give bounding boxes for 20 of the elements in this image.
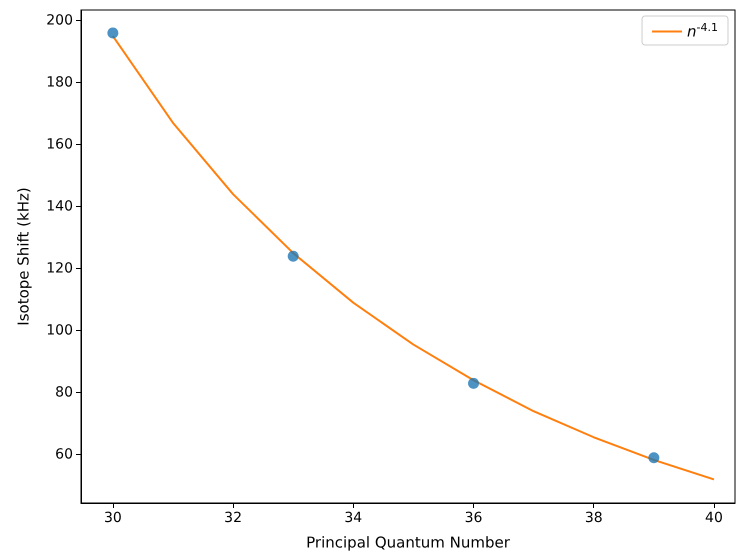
x-tick-label: 38 — [584, 510, 603, 526]
x-tick-label: 34 — [344, 510, 362, 526]
y-tick-label: 160 — [46, 136, 73, 153]
y-tick-label: 100 — [46, 322, 73, 339]
y-tick-label: 120 — [46, 260, 73, 277]
y-axis-title: Isotope Shift (kHz) — [14, 187, 32, 326]
point — [468, 378, 480, 389]
y-tick-label: 60 — [55, 446, 73, 463]
point — [107, 27, 118, 38]
y-tick-label: 200 — [46, 12, 73, 29]
x-tick-label: 36 — [464, 510, 483, 526]
y-tick-label: 140 — [46, 198, 73, 215]
point — [648, 452, 660, 464]
x-axis-title: Principal Quantum Number — [306, 534, 511, 552]
point — [288, 250, 299, 262]
x-tick-label: 32 — [224, 510, 242, 526]
y-tick-label: 180 — [46, 74, 73, 91]
x-tick-label: 40 — [705, 510, 723, 526]
y-tick-label: 80 — [55, 384, 73, 401]
x-tick-label: 30 — [104, 510, 122, 526]
